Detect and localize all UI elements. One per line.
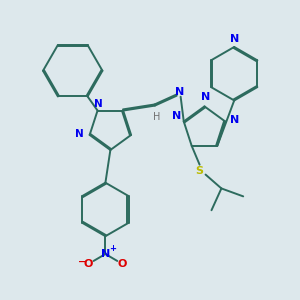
- Text: N: N: [201, 92, 210, 103]
- Text: N: N: [94, 99, 103, 109]
- Text: N: N: [101, 249, 110, 259]
- Text: N: N: [230, 34, 239, 44]
- Text: N: N: [175, 87, 184, 97]
- Text: N: N: [230, 116, 239, 125]
- Text: N: N: [172, 110, 182, 121]
- Text: N: N: [75, 129, 84, 139]
- Text: −: −: [78, 257, 86, 267]
- Text: +: +: [109, 244, 116, 253]
- Text: O: O: [84, 259, 93, 269]
- Text: S: S: [196, 166, 204, 176]
- Text: O: O: [118, 259, 127, 269]
- Text: H: H: [153, 112, 161, 122]
